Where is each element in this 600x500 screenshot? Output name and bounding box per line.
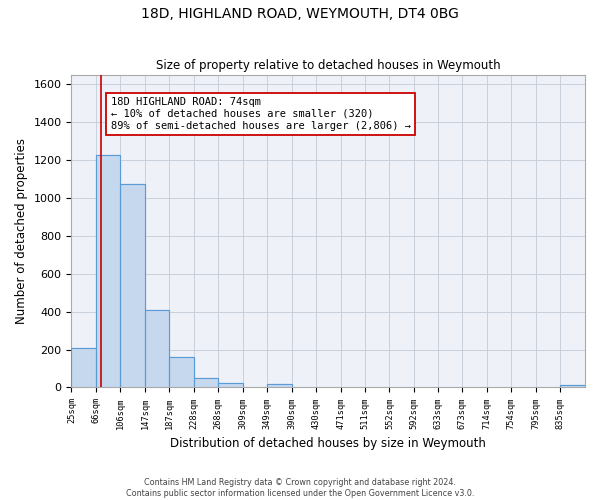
Title: Size of property relative to detached houses in Weymouth: Size of property relative to detached ho… [156, 59, 500, 72]
Y-axis label: Number of detached properties: Number of detached properties [15, 138, 28, 324]
X-axis label: Distribution of detached houses by size in Weymouth: Distribution of detached houses by size … [170, 437, 486, 450]
Text: Contains HM Land Registry data © Crown copyright and database right 2024.
Contai: Contains HM Land Registry data © Crown c… [126, 478, 474, 498]
Text: 18D HIGHLAND ROAD: 74sqm
← 10% of detached houses are smaller (320)
89% of semi-: 18D HIGHLAND ROAD: 74sqm ← 10% of detach… [110, 98, 410, 130]
Text: 18D, HIGHLAND ROAD, WEYMOUTH, DT4 0BG: 18D, HIGHLAND ROAD, WEYMOUTH, DT4 0BG [141, 8, 459, 22]
